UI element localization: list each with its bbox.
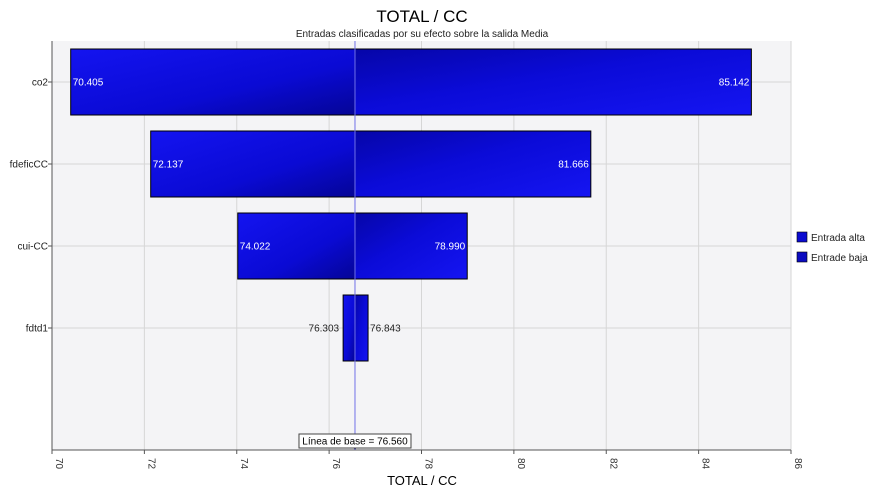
bar-outline xyxy=(70,48,752,116)
x-tick-label: 80 xyxy=(515,458,526,470)
bar-segment-low xyxy=(237,213,355,279)
bar-segment-low xyxy=(70,49,355,115)
data-label-high: 78.990 xyxy=(435,242,466,253)
chart-title: TOTAL / CC xyxy=(376,7,467,26)
data-label-high: 85.142 xyxy=(719,78,750,89)
data-label-low: 74.022 xyxy=(240,242,271,253)
x-tick-label: 70 xyxy=(53,458,64,470)
legend-label[interactable]: Entrade baja xyxy=(811,253,868,264)
baseline-label: Línea de base = 76.560 xyxy=(302,437,408,448)
data-label-low: 72.137 xyxy=(153,160,184,171)
bar-segment-low xyxy=(150,131,355,197)
bar-segment-high xyxy=(354,49,752,115)
x-tick-label: 82 xyxy=(607,458,618,470)
x-tick-label: 72 xyxy=(145,458,156,470)
bar-segment-high xyxy=(354,213,468,279)
category-label: fdtd1 xyxy=(26,324,49,335)
data-label-low: 70.405 xyxy=(73,78,104,89)
bar-outline xyxy=(237,212,468,280)
x-tick-label: 74 xyxy=(238,458,249,470)
x-tick-label: 78 xyxy=(423,458,434,470)
x-tick-label: 76 xyxy=(330,458,341,470)
x-axis-title: TOTAL / CC xyxy=(387,473,457,488)
legend-swatch xyxy=(796,251,808,263)
bar-outline xyxy=(150,130,592,198)
bars-group: 70.405 85.142 72.137 81.666 74.022 78.990 76.3… xyxy=(70,48,752,362)
legend[interactable]: Entrada alta Entrade baja xyxy=(796,231,868,264)
bar-segment-high xyxy=(354,131,591,197)
x-tick-label: 84 xyxy=(700,458,711,470)
category-label: fdeficCC xyxy=(10,160,48,171)
legend-swatch xyxy=(796,231,808,243)
baseline-group: Línea de base = 76.560 xyxy=(298,41,412,450)
data-label-low: 76.303 xyxy=(309,324,340,335)
legend-label[interactable]: Entrada alta xyxy=(811,233,865,244)
bar-segment-high xyxy=(354,295,369,361)
bar-outline xyxy=(342,294,369,362)
category-label: co2 xyxy=(32,78,49,89)
data-label-high: 81.666 xyxy=(558,160,589,171)
x-tick-label: 86 xyxy=(792,458,803,470)
axes: 70 72 74 76 78 80 82 84 86 co2 fdeficCC cui-CC fdtd1 xyxy=(10,41,803,470)
category-label: cui-CC xyxy=(17,242,48,253)
data-label-high: 76.843 xyxy=(370,324,401,335)
chart-subtitle: Entradas clasificadas por su efecto sobr… xyxy=(296,29,549,40)
bar-segment-low xyxy=(343,295,355,361)
baseline-label-box xyxy=(298,433,412,449)
